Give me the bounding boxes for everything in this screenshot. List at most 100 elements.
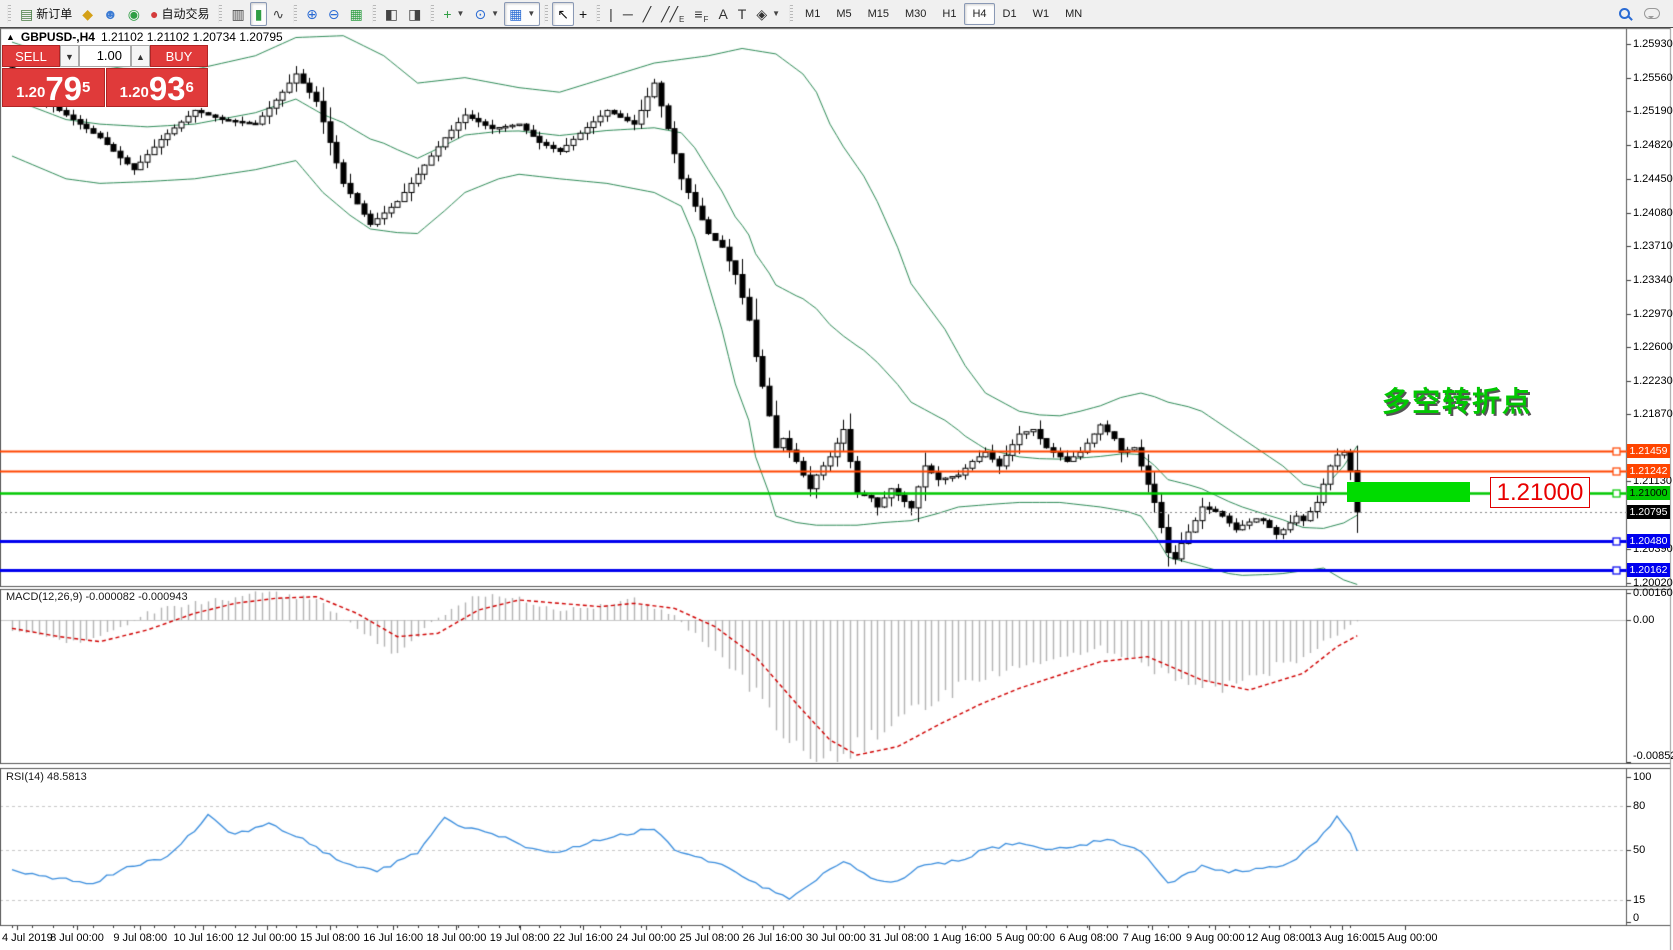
- volume-increase-button[interactable]: ▲: [131, 45, 150, 67]
- timeframe-w1-button[interactable]: W1: [1032, 7, 1050, 20]
- equidistant-channel-sub-label: E: [679, 14, 685, 24]
- chart-line-icon: ∿: [272, 5, 285, 22]
- timeframe-mn-button[interactable]: MN: [1065, 7, 1083, 20]
- zoom-out-icon: ⊖: [327, 5, 340, 22]
- toolbar-group-handle: [430, 4, 435, 23]
- sell-price-prefix: 1.20: [16, 84, 46, 101]
- chart-candles-icon: ▮: [254, 5, 263, 22]
- autotrading-icon: ●: [149, 5, 159, 22]
- zoom-out-button[interactable]: ⊖: [323, 2, 345, 26]
- tile-windows-button[interactable]: ▦: [345, 2, 368, 26]
- chart-header: ▲ GBPUSD-,H4 1.21102 1.21102 1.20734 1.2…: [6, 30, 283, 44]
- timeframe-h1-button[interactable]: H1: [942, 7, 957, 20]
- timeframe-d1-button[interactable]: D1: [1002, 7, 1017, 20]
- macd-indicator-label: MACD(12,26,9) -0.000082 -0.000943: [6, 591, 188, 603]
- timeframe-h4-button[interactable]: H4: [964, 2, 995, 25]
- timeframe-m30-button[interactable]: M30: [905, 7, 927, 20]
- templates-button[interactable]: ▦ ▼: [504, 1, 541, 26]
- rsi-indicator-label: RSI(14) 48.5813: [6, 771, 87, 783]
- chart-bars-button[interactable]: ▥: [226, 2, 249, 26]
- chart-shift-button[interactable]: ◨: [403, 2, 426, 26]
- text-label-button[interactable]: T: [733, 2, 752, 26]
- arrows-caret[interactable]: ▼: [772, 9, 781, 18]
- chevron-down-icon: ▼: [65, 52, 74, 62]
- search-icon[interactable]: [1619, 8, 1630, 19]
- periods-icon: ⊙: [474, 5, 487, 22]
- price-label-box[interactable]: 1.21000: [1490, 477, 1590, 508]
- sell-button[interactable]: SELL: [2, 45, 60, 67]
- timeframe-m15-button[interactable]: M15: [867, 7, 890, 20]
- volume-input[interactable]: 1.00: [79, 45, 131, 67]
- auto-scroll-button[interactable]: ◧: [380, 2, 403, 26]
- equidistant-channel-button[interactable]: ╱╱ E: [656, 2, 689, 26]
- one-click-trading-panel: SELL ▼ 1.00 ▲ BUY 1.20 79 5 1.20 93 6: [2, 45, 208, 107]
- buy-price-sup: 6: [185, 79, 194, 96]
- chart-bars-icon: ▥: [231, 5, 245, 22]
- community-button[interactable]: ☻: [98, 2, 123, 26]
- vertical-line-icon: |: [609, 5, 613, 22]
- crosshair-icon: +: [578, 5, 588, 22]
- chart-symbol-title: GBPUSD-,H4: [20, 30, 95, 44]
- buy-price-big: 93: [148, 70, 186, 107]
- autotrading-button[interactable]: ● 自动交易: [145, 2, 214, 26]
- styles-icon: ◆: [82, 5, 94, 22]
- toolbar-group-handle: [789, 4, 794, 23]
- chart-line-button[interactable]: ∿: [267, 2, 289, 26]
- vertical-line-button[interactable]: |: [604, 2, 618, 26]
- new-order-label: 新订单: [36, 7, 73, 21]
- fibonacci-icon: ≡: [694, 5, 703, 22]
- horizontal-line-icon: ─: [622, 5, 633, 22]
- toolbar-group-handle: [293, 4, 298, 23]
- crosshair-button[interactable]: +: [574, 2, 592, 26]
- templates-icon: ▦: [509, 5, 523, 22]
- text-label-icon: T: [737, 5, 747, 22]
- chart-ohlc-values: 1.21102 1.21102 1.20734 1.20795: [100, 30, 283, 44]
- toolbar-group-handle: [596, 4, 601, 23]
- buy-price[interactable]: 1.20 93 6: [105, 68, 208, 107]
- sound-button[interactable]: ◉: [123, 2, 145, 26]
- sell-price-big: 79: [45, 70, 83, 107]
- annotation-text[interactable]: 多空转折点: [1382, 386, 1533, 417]
- arrows-icon: ◈: [756, 5, 768, 22]
- arrows-button[interactable]: ◈ ▼: [751, 2, 785, 26]
- toolbar-group-handle: [371, 4, 376, 23]
- timeframe-m5-button[interactable]: M5: [836, 7, 852, 20]
- community-icon: ☻: [103, 5, 118, 22]
- annotation-rectangle[interactable]: [1347, 482, 1470, 502]
- sell-price[interactable]: 1.20 79 5: [2, 68, 105, 107]
- tile-windows-icon: ▦: [349, 5, 363, 22]
- autotrading-label: 自动交易: [161, 7, 210, 21]
- periods-button[interactable]: ⊙ ▼: [469, 2, 504, 26]
- templates-caret[interactable]: ▼: [527, 9, 536, 18]
- sound-icon: ◉: [127, 5, 140, 22]
- chat-icon[interactable]: [1644, 8, 1660, 19]
- cursor-button[interactable]: ↖: [552, 1, 574, 26]
- toolbar-group-handle: [7, 4, 11, 23]
- indicators-caret[interactable]: ▼: [456, 9, 465, 18]
- toolbar-group-handle: [218, 4, 223, 23]
- zoom-in-icon: ⊕: [306, 5, 318, 22]
- new-order-button[interactable]: ▤ 新订单: [15, 2, 77, 26]
- styles-button[interactable]: ◆: [77, 2, 98, 26]
- sell-price-sup: 5: [82, 79, 91, 96]
- indicators-button[interactable]: + ▼: [438, 2, 469, 26]
- collapse-arrow-icon[interactable]: ▲: [6, 32, 15, 42]
- horizontal-line-button[interactable]: ─: [618, 2, 638, 26]
- toolbar-group-handle: [544, 4, 549, 23]
- zoom-in-button[interactable]: ⊕: [301, 2, 323, 26]
- chart-candles-button[interactable]: ▮: [249, 1, 268, 26]
- volume-decrease-button[interactable]: ▼: [60, 45, 79, 67]
- buy-button[interactable]: BUY: [150, 45, 208, 67]
- trendline-button[interactable]: ╱: [638, 2, 656, 26]
- chart-shift-icon: ◨: [408, 5, 422, 22]
- buy-price-prefix: 1.20: [119, 84, 149, 101]
- periods-caret[interactable]: ▼: [491, 9, 500, 18]
- indicators-icon: +: [443, 5, 452, 22]
- equidistant-channel-icon: ╱╱: [661, 5, 679, 22]
- toolbar: ▤ 新订单 ◆ ☻ ◉ ● 自动交易 ▥ ▮ ∿ ⊕ ⊖ ▦ ◧ ◨ + ▼ ⊙ ▼ ▦ ▼ ↖ + | ─ ╱ ╱╱ E ≡ F A T ◈ ▼…: [0, 0, 1673, 28]
- fibonacci-button[interactable]: ≡ F: [689, 2, 713, 26]
- trendline-icon: ╱: [642, 5, 652, 22]
- timeframe-m1-button[interactable]: M1: [805, 7, 821, 20]
- text-button[interactable]: A: [713, 2, 732, 26]
